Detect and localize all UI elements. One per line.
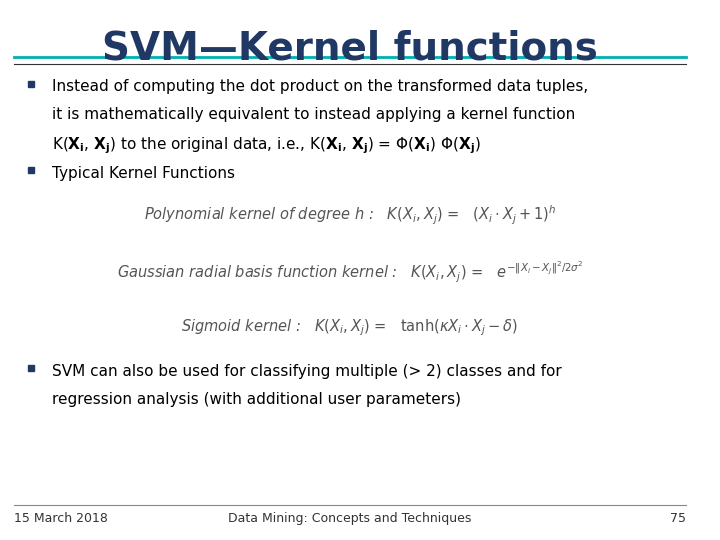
Text: it is mathematically equivalent to instead applying a kernel function: it is mathematically equivalent to inste…	[53, 107, 576, 123]
Text: Instead of computing the dot product on the transformed data tuples,: Instead of computing the dot product on …	[53, 79, 589, 94]
Text: Typical Kernel Functions: Typical Kernel Functions	[53, 166, 235, 181]
Text: regression analysis (with additional user parameters): regression analysis (with additional use…	[53, 392, 462, 407]
Text: Sigmoid kernel :   $K(X_i, X_j)$ =   $\tanh(\kappa X_i \cdot X_j - \delta)$: Sigmoid kernel : $K(X_i, X_j)$ = $\tanh(…	[181, 317, 518, 338]
Text: SVM can also be used for classifying multiple (> 2) classes and for: SVM can also be used for classifying mul…	[53, 364, 562, 379]
Text: 15 March 2018: 15 March 2018	[14, 512, 108, 525]
Text: Gaussian radial basis function kernel :   $K(X_i, X_j)$ =   $e^{-\|X_i - X_j\|^2: Gaussian radial basis function kernel : …	[117, 260, 583, 286]
Text: 75: 75	[670, 512, 686, 525]
Text: Polynomial kernel of degree $h$ :   $K(X_i, X_j)$ =   $(X_i \cdot X_j + 1)^h$: Polynomial kernel of degree $h$ : $K(X_i…	[144, 204, 556, 227]
Text: K($\mathbf{X_i}$, $\mathbf{X_j}$) to the original data, i.e., K($\mathbf{X_i}$, : K($\mathbf{X_i}$, $\mathbf{X_j}$) to the…	[53, 136, 482, 156]
Text: SVM—Kernel functions: SVM—Kernel functions	[102, 30, 598, 68]
Text: Data Mining: Concepts and Techniques: Data Mining: Concepts and Techniques	[228, 512, 472, 525]
